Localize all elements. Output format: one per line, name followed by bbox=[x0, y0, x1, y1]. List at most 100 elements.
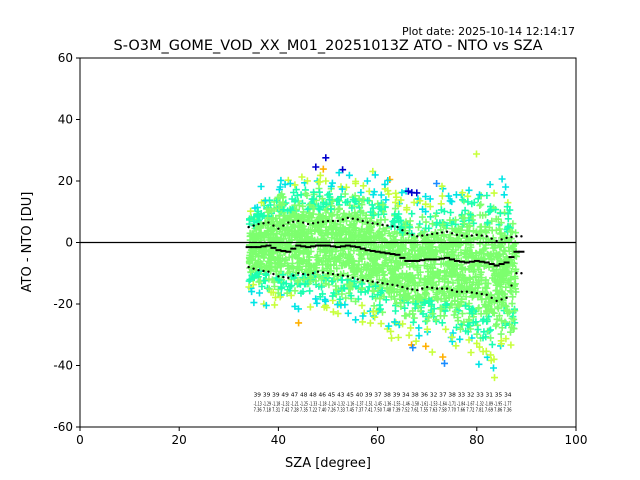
scatter-point bbox=[333, 264, 341, 272]
scatter-point bbox=[465, 316, 473, 323]
scatter-point bbox=[422, 218, 430, 226]
scatter-point bbox=[490, 364, 497, 372]
scatter-point bbox=[428, 348, 436, 356]
scatter-point bbox=[291, 229, 299, 237]
scatter-point bbox=[348, 283, 356, 291]
y-tick-label: 60 bbox=[58, 51, 73, 65]
scatter-point bbox=[438, 182, 446, 190]
scatter-point bbox=[257, 260, 265, 268]
scatter-point bbox=[370, 233, 377, 241]
scatter-point bbox=[421, 281, 429, 289]
scatter-point bbox=[384, 177, 392, 184]
scatter-point bbox=[369, 308, 377, 316]
scatter-point bbox=[267, 266, 275, 274]
scatter-point bbox=[413, 256, 420, 264]
scatter-point bbox=[465, 336, 473, 344]
scatter-point bbox=[454, 317, 462, 325]
scatter-point bbox=[509, 220, 517, 228]
scatter-point bbox=[437, 226, 445, 234]
scatter-point bbox=[414, 251, 422, 259]
upper-sigma-series-point bbox=[520, 235, 523, 238]
scatter-point bbox=[474, 326, 482, 334]
scatter-point bbox=[491, 374, 498, 382]
scatter-point bbox=[303, 248, 311, 256]
scatter-point bbox=[271, 256, 278, 264]
upper-sigma-series-point bbox=[341, 218, 345, 221]
scatter-point bbox=[310, 188, 318, 196]
scatter-point bbox=[338, 185, 346, 193]
scatter-point bbox=[476, 202, 484, 209]
scatter-point bbox=[262, 264, 270, 272]
scatter-point bbox=[473, 339, 481, 347]
scatter-point bbox=[344, 253, 352, 261]
scatter-point bbox=[297, 289, 305, 297]
scatter-point bbox=[511, 319, 519, 327]
scatter-point bbox=[269, 288, 277, 296]
scatter-point bbox=[352, 282, 360, 290]
scatter-point bbox=[404, 187, 412, 195]
scatter-point bbox=[274, 256, 282, 263]
scatter-point bbox=[403, 251, 411, 259]
scatter-point bbox=[283, 289, 291, 297]
scatter-point bbox=[398, 269, 406, 277]
scatter-point bbox=[502, 335, 510, 343]
scatter-point bbox=[307, 272, 314, 280]
scatter-point bbox=[396, 287, 404, 295]
scatter-point bbox=[377, 320, 385, 328]
lower-sigma-series-point bbox=[247, 265, 250, 269]
scatter-point bbox=[319, 200, 327, 208]
scatter-point bbox=[352, 297, 360, 305]
scatter-point bbox=[358, 280, 366, 288]
scatter-point bbox=[293, 216, 301, 224]
lower-sigma-series-point bbox=[321, 271, 325, 274]
scatter-point bbox=[476, 211, 484, 219]
scatter-point bbox=[461, 206, 469, 214]
scatter-point bbox=[345, 171, 353, 179]
upper-sigma-series-point bbox=[396, 225, 399, 229]
scatter-point bbox=[348, 257, 356, 265]
scatter-point bbox=[412, 300, 420, 308]
upper-sigma-series-point bbox=[430, 232, 434, 236]
scatter-point bbox=[298, 173, 306, 181]
scatter-point bbox=[334, 196, 342, 204]
lower-sigma-series-point bbox=[470, 291, 474, 294]
scatter-point bbox=[491, 270, 499, 278]
scatter-point bbox=[449, 242, 457, 250]
scatter-point bbox=[284, 214, 292, 222]
scatter-point bbox=[436, 286, 444, 294]
scatter-point bbox=[445, 294, 453, 302]
scatter-point bbox=[284, 242, 292, 250]
scatter-point bbox=[451, 307, 459, 315]
scatter-point bbox=[506, 308, 513, 316]
lower-sigma-series-point bbox=[272, 272, 275, 276]
scatter-point bbox=[313, 299, 321, 307]
annotation-row: -1.13 -1.29 -1.18 -1.32 -1.21 -1.25 -1.3… bbox=[254, 401, 512, 407]
scatter-point bbox=[421, 298, 429, 306]
scatter-point bbox=[468, 262, 476, 270]
scatter-point bbox=[497, 219, 505, 227]
lower-sigma-series-point bbox=[366, 279, 369, 283]
upper-sigma-series-point bbox=[381, 223, 384, 227]
scatter-point bbox=[419, 310, 427, 318]
lower-sigma-series-point bbox=[282, 275, 285, 279]
scatter-point bbox=[319, 290, 326, 298]
lower-sigma-series-point bbox=[391, 283, 394, 286]
lower-sigma-series-point bbox=[485, 293, 488, 296]
scatter-point bbox=[469, 252, 477, 260]
scatter-point bbox=[316, 247, 324, 255]
scatter-point bbox=[260, 231, 268, 239]
scatter-point bbox=[437, 206, 445, 214]
scatter-point bbox=[444, 278, 452, 285]
scatter-point bbox=[395, 218, 403, 226]
scatter-point bbox=[303, 177, 311, 185]
scatter-point bbox=[282, 280, 290, 288]
scatter-point bbox=[366, 319, 374, 327]
scatter-point bbox=[288, 282, 295, 290]
scatter-point bbox=[382, 296, 390, 304]
scatter-point bbox=[476, 343, 483, 351]
scatter-point bbox=[465, 186, 473, 194]
upper-sigma-series-point bbox=[490, 237, 493, 240]
scatter-point bbox=[477, 277, 485, 285]
scatter-point bbox=[490, 189, 498, 197]
scatter-point bbox=[458, 265, 466, 272]
